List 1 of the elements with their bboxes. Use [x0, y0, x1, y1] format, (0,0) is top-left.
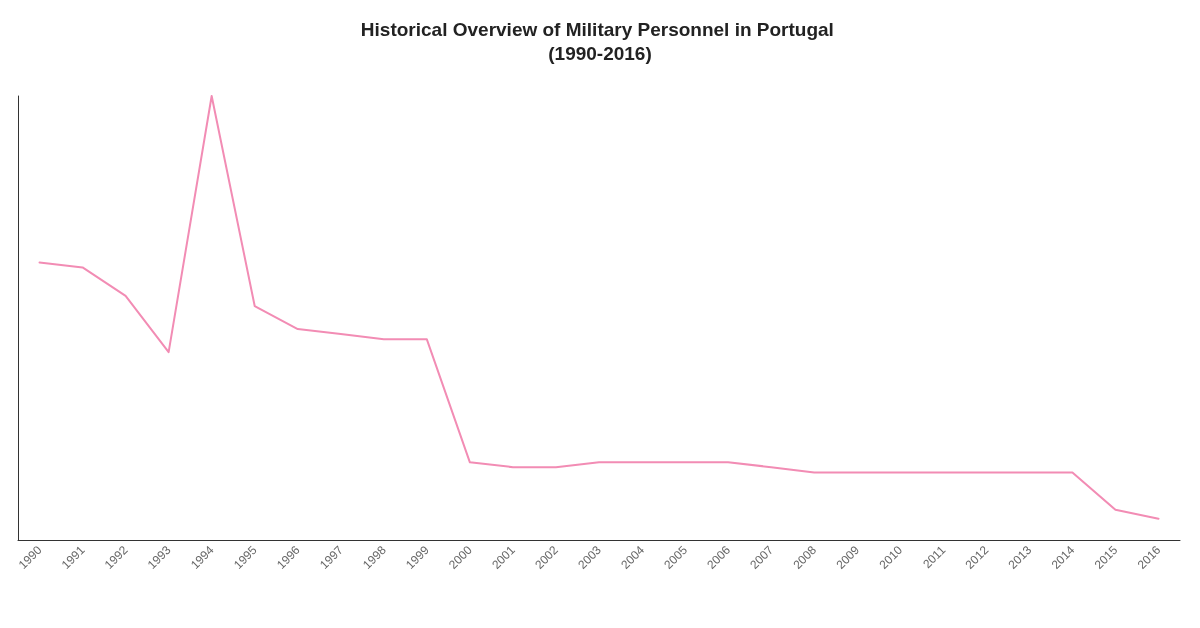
chart-title: Historical Overview of Military Personnel in Portugal (1990-2016) [360, 18, 840, 64]
